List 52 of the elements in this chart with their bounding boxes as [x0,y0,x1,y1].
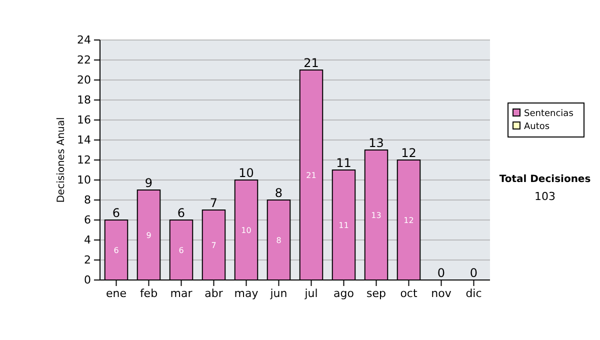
data-label: 7 [211,241,216,250]
data-label: 6 [178,246,184,255]
x-tick-label: sep [366,286,386,300]
data-label: 11 [338,221,349,230]
total-label: 6 [177,206,186,220]
y-tick-label: 22 [77,54,91,67]
total-label: 12 [401,146,416,160]
total-label: 13 [368,136,384,150]
x-tick-label: dic [466,286,482,300]
y-tick-label: 16 [77,114,91,127]
x-tick-label: may [234,286,259,300]
data-label: 10 [241,226,252,235]
x-tick-label: jul [304,286,318,300]
total-label: 0 [437,266,446,280]
text: 103 [534,190,556,203]
total-label: 11 [336,156,352,170]
x-tick-label: feb [140,286,158,300]
x-tick-label: nov [431,286,452,300]
y-tick-label: 4 [84,234,91,247]
x-tick-label: ene [106,286,127,300]
y-tick-label: 2 [84,254,91,267]
x-tick-label: jun [269,286,288,300]
y-tick-label: 18 [77,94,91,107]
y-tick-label: 20 [77,74,91,87]
legend-label: Autos [524,122,550,132]
y-tick-label: 14 [77,134,91,147]
y-tick-label: 24 [77,34,91,47]
data-label: 13 [371,211,382,220]
data-label: 21 [306,171,316,180]
y-tick-label: 10 [77,174,91,187]
data-label: 8 [276,236,282,245]
total-label: 0 [470,266,478,280]
x-tick-label: mar [170,286,193,300]
total-label: 21 [304,56,319,70]
y-tick-label: 8 [84,194,91,207]
x-tick-label: ago [334,286,354,300]
total-label: 6 [112,206,120,220]
legend-label: Sentencias [524,109,574,119]
x-tick-label: oct [400,286,418,300]
y-tick-label: 12 [77,154,91,167]
total-label: 9 [144,176,153,190]
data-label: 9 [146,231,152,240]
total-label: 10 [238,166,254,180]
text: Total Decisiones [499,174,591,185]
y-tick-label: 6 [84,214,91,227]
y-axis-title: Decisiones Anual [56,117,67,203]
data-label: 12 [404,216,414,225]
data-label: 6 [114,246,119,255]
x-tick-label: abr [204,286,224,300]
y-tick-label: 0 [84,274,91,287]
total-label: 8 [274,186,283,200]
total-label: 7 [210,196,218,210]
